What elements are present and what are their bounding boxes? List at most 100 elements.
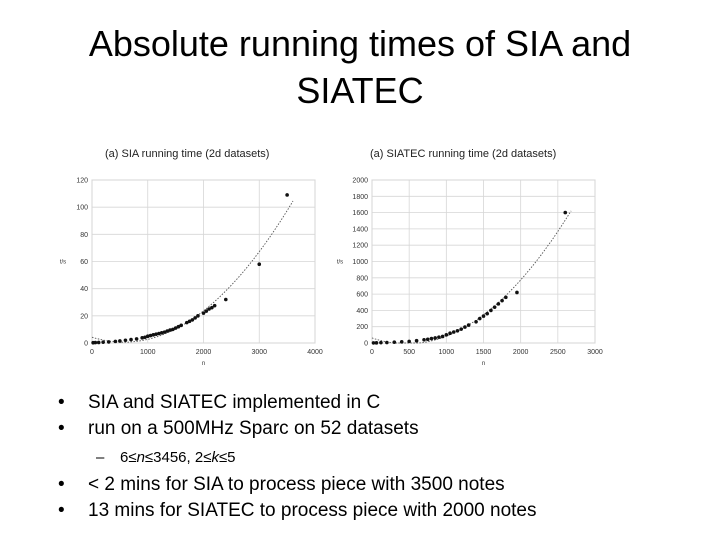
sia-x-tick-label: 3000 [251,349,267,356]
bullet-item: • < 2 mins for SIA to process piece with… [58,472,698,498]
sia-data-point [207,307,211,311]
siatec-data-point [459,327,463,331]
bullet-symbol: • [58,500,65,521]
siatec-y-tick-label: 400 [356,308,368,315]
siatec-data-point [463,325,467,329]
slide-title-line-2: SIATEC [296,70,424,111]
siatec-data-point [455,328,460,333]
sia-data-point [165,329,170,333]
siatec-data-point [392,340,397,344]
siatec-y-tick-label: 200 [356,324,368,331]
siatec-data-point [489,308,493,313]
siatec-chart: (a) SIATEC running time (2d datasets) 0 2… [330,145,615,375]
sia-data-point [196,314,200,318]
siatec-data-point [492,305,497,309]
siatec-x-tick-label: 500 [403,349,415,356]
siatec-data-point [440,334,445,339]
sia-data-point [204,309,209,313]
sia-data-point [123,338,128,343]
sia-data-point [140,336,144,340]
siatec-data-point [563,210,568,215]
sia-data-point [212,303,217,308]
sia-data-point [145,334,150,339]
siatec-data-point [371,341,376,345]
siatec-x-tick-label: 0 [370,349,374,356]
siatec-data-point [422,337,426,342]
sia-data-point [118,339,122,343]
sia-data-point [106,340,111,344]
sia-data-point [190,318,195,322]
siatec-data-point [485,311,490,316]
sia-data-point [151,333,156,337]
sia-data-point [171,327,175,332]
sia-data-point [101,340,105,344]
sia-data-point [257,262,262,267]
bullet-text: 13 mins for SIATEC to process piece with… [88,500,537,521]
siatec-y-tick-label: 1200 [352,243,368,250]
bullet-text: SIA and SIATEC implemented in C [88,392,381,413]
sia-data-point [173,326,178,330]
sia-data-point [96,340,101,345]
sia-data-point [285,193,289,197]
siatec-data-point [379,340,383,345]
sub-bullet-symbol: – [96,449,105,466]
sia-data-point [176,324,181,329]
siatec-data-point [425,337,430,342]
sia-data-point [129,337,133,342]
sia-data-point [179,323,183,328]
sia-y-tick-label: 80 [80,232,88,239]
siatec-data-point [444,333,449,337]
sub-bullet-text: 6≤n≤3456, 2≤k≤5 [120,449,236,466]
sia-y-axis-label: t/s [60,260,66,266]
sia-x-axis-label: n [202,361,205,367]
sia-data-point [193,316,197,320]
sia-chart-title: (a) SIA running time (2d datasets) [105,148,270,160]
sia-data-point [113,339,118,344]
siatec-data-point [515,290,519,295]
sia-chart-svg: 0 20 40 60 80 100 120 0 1000 2000 3000 4000 n t/s [60,178,323,368]
siatec-data-point [474,320,478,324]
siatec-y-tick-label: 800 [356,275,368,282]
sia-x-tick-label: 4000 [307,349,323,356]
siatec-data-point [500,298,504,303]
sia-y-tick-label: 0 [84,341,88,348]
siatec-data-point [448,331,452,336]
siatec-data-point [481,314,486,318]
siatec-chart-svg: 0 200 400 600 800 1000 1200 1400 1600 1800 2000 0 50… [337,178,603,368]
sia-x-tick-label: 1000 [140,349,156,356]
siatec-x-tick-label: 1500 [476,349,492,356]
sia-x-tick-label: 2000 [196,349,212,356]
bullet-list: • SIA and SIATEC implemented in C • run … [58,390,698,524]
sia-chart: (a) SIA running time (2d datasets) 0 20 40… [55,145,335,375]
sia-data-point [224,297,228,302]
sia-data-point [168,328,172,332]
bullet-item: • run on a 500MHz Sparc on 52 datasets [58,416,698,442]
sia-y-tick-label: 60 [80,259,88,266]
sia-data-point [187,319,192,324]
bullet-symbol: • [58,418,65,439]
sia-data-point [157,331,161,336]
sia-data-point [210,305,214,310]
siatec-x-axis-label: n [482,361,485,367]
siatec-data-point [399,340,404,344]
sub-bullet-item: – 6≤n≤3456, 2≤k≤5 [58,448,698,472]
bullet-symbol: • [58,474,65,495]
sia-data-point [148,333,153,338]
siatec-data-point [496,302,501,306]
siatec-data-point [451,330,456,334]
siatec-data-point [433,336,437,340]
siatec-data-point [466,323,471,327]
siatec-x-tick-label: 2500 [550,349,566,356]
bullet-item: • SIA and SIATEC implemented in C [58,390,698,416]
siatec-y-tick-label: 1600 [352,210,368,217]
siatec-data-point [385,340,389,345]
bullet-text: run on a 500MHz Sparc on 52 datasets [88,418,419,439]
siatec-y-tick-label: 1000 [352,259,368,266]
sia-data-point [143,335,147,340]
siatec-y-tick-label: 0 [364,341,368,348]
siatec-y-tick-label: 1800 [352,194,368,201]
siatec-data-point [504,295,508,300]
siatec-data-point [374,341,379,345]
siatec-x-tick-label: 2000 [513,349,529,356]
siatec-trend-line [371,210,572,344]
